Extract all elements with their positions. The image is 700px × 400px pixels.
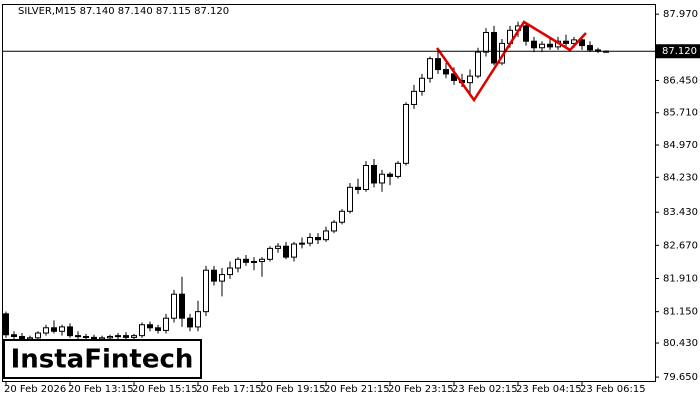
candle-body	[435, 58, 441, 71]
candle-body	[235, 258, 241, 269]
candle-body	[355, 186, 361, 191]
candle-body	[491, 31, 497, 64]
candle-body	[547, 43, 553, 48]
candle-body	[187, 317, 193, 328]
y-tick-label: 84.970	[663, 140, 698, 151]
candle-body	[291, 243, 297, 258]
candle-body	[475, 51, 481, 77]
watermark: InstaFintech	[11, 345, 194, 375]
y-tick-label: 79.650	[663, 372, 698, 383]
candle-body	[59, 326, 65, 332]
y-tick-label: 82.670	[663, 240, 698, 251]
candle-body	[195, 311, 201, 328]
candle-body	[339, 210, 345, 223]
candle-body	[83, 336, 89, 339]
candle-body	[155, 327, 161, 331]
candle-body	[243, 258, 249, 263]
candle-body	[539, 43, 545, 49]
candle-body	[387, 173, 393, 177]
x-tick-label: 23 Feb 06:15	[580, 384, 646, 395]
candle-body	[443, 69, 449, 75]
x-tick-label: 20 Feb 15:15	[132, 384, 198, 395]
candle-body	[259, 258, 265, 262]
candle-body	[147, 324, 153, 329]
candle-body	[171, 293, 177, 319]
x-tick-label: 20 Feb 17:15	[196, 384, 262, 395]
candle-body	[123, 335, 129, 338]
candle-body	[395, 162, 401, 177]
candle-body	[323, 230, 329, 241]
candle-body	[227, 267, 233, 276]
candle-body	[411, 90, 417, 105]
x-tick-label: 23 Feb 04:15	[516, 384, 582, 395]
current-price-box	[656, 44, 700, 59]
candle-body	[75, 335, 81, 338]
y-tick-label: 81.150	[663, 307, 698, 318]
candle-body	[11, 334, 17, 338]
candle-body	[299, 242, 305, 245]
watermark-box	[3, 339, 202, 379]
chart-title: SILVER,M15 87.140 87.140 87.115 87.120	[18, 6, 229, 17]
candle-body	[139, 324, 145, 337]
candle-body	[579, 39, 585, 47]
plot	[3, 21, 609, 343]
candle-body	[587, 45, 593, 51]
candle-body	[251, 260, 257, 263]
candle-body	[307, 236, 313, 244]
candle-body	[27, 337, 33, 340]
candle-body	[347, 186, 353, 212]
plot-frame	[2, 4, 656, 382]
x-tick-label: 20 Feb 13:15	[68, 384, 134, 395]
candle-body	[523, 25, 529, 42]
candle-body	[419, 77, 425, 92]
candle-body	[331, 221, 337, 232]
candle-body	[531, 40, 537, 49]
candle-body	[19, 336, 25, 340]
candle-body	[131, 335, 137, 338]
candle-body	[179, 293, 185, 319]
x-tick-label: 20 Feb 23:15	[388, 384, 454, 395]
candle-body	[483, 31, 489, 53]
y-tick-label: 81.910	[663, 273, 698, 284]
x-tick-label: 23 Feb 02:15	[452, 384, 518, 395]
candle-body	[91, 336, 97, 340]
candle-body	[3, 313, 9, 336]
candle-body	[115, 335, 121, 338]
candle-body	[163, 317, 169, 331]
y-tick-label: 87.970	[663, 9, 698, 20]
candle-body	[43, 327, 49, 334]
candle-body	[467, 75, 473, 84]
x-tick-label: 20 Feb 21:15	[324, 384, 390, 395]
candle-body	[315, 236, 321, 241]
y-tick-label: 85.710	[663, 108, 698, 119]
double-top-pattern	[435, 20, 587, 103]
candle-body	[363, 165, 369, 191]
x-tick-label: 20 Feb 19:15	[260, 384, 326, 395]
candle-body	[371, 165, 377, 184]
y-tick-label: 86.450	[663, 75, 698, 86]
candle-body	[267, 247, 273, 260]
y-tick-label: 84.230	[663, 172, 698, 183]
candle-body	[51, 327, 57, 332]
candle-body	[563, 40, 569, 44]
candle-body	[219, 274, 225, 282]
candle-body	[99, 337, 105, 340]
candle-body	[67, 326, 73, 337]
candle-body	[35, 332, 41, 339]
candle-body	[275, 245, 281, 249]
candle-body	[283, 245, 289, 258]
y-tick-label: 83.430	[663, 207, 698, 218]
candle-body	[403, 103, 409, 164]
current-price-label: 87.120	[662, 46, 697, 57]
candle-body	[427, 58, 433, 79]
y-tick-label: 80.430	[663, 338, 698, 349]
x-tick-label: 20 Feb 2026	[4, 384, 66, 395]
candle-body	[107, 336, 113, 339]
candle-body	[379, 173, 385, 184]
candle-body	[203, 269, 209, 313]
candle-body	[211, 269, 217, 282]
